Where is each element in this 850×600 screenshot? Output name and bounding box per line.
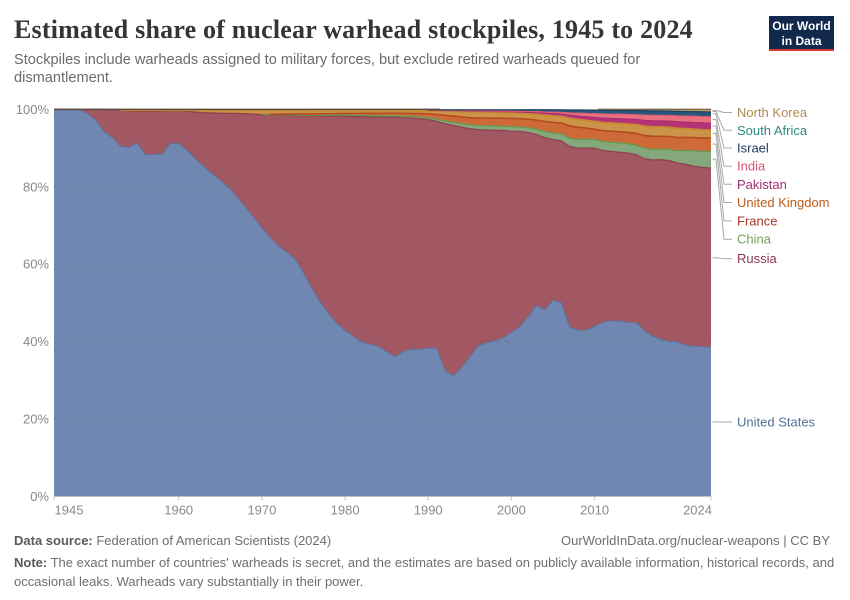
svg-text:France: France xyxy=(737,213,777,228)
svg-text:North Korea: North Korea xyxy=(737,105,808,120)
svg-text:Israel: Israel xyxy=(737,141,769,156)
svg-text:Pakistan: Pakistan xyxy=(737,177,787,192)
svg-text:100%: 100% xyxy=(16,102,50,117)
svg-text:Russia: Russia xyxy=(737,251,778,266)
svg-text:United Kingdom: United Kingdom xyxy=(737,195,830,210)
svg-text:2024: 2024 xyxy=(683,503,712,518)
svg-text:20%: 20% xyxy=(23,412,49,427)
svg-text:60%: 60% xyxy=(23,257,49,272)
svg-text:South Africa: South Africa xyxy=(737,123,808,138)
svg-text:United States: United States xyxy=(737,415,816,430)
svg-text:40%: 40% xyxy=(23,334,49,349)
svg-text:2000: 2000 xyxy=(497,503,526,518)
svg-text:0%: 0% xyxy=(30,489,49,504)
svg-text:1945: 1945 xyxy=(55,503,84,518)
svg-text:1990: 1990 xyxy=(414,503,443,518)
svg-text:1980: 1980 xyxy=(331,503,360,518)
svg-text:80%: 80% xyxy=(23,179,49,194)
svg-text:1960: 1960 xyxy=(164,503,193,518)
svg-text:1970: 1970 xyxy=(247,503,276,518)
svg-text:China: China xyxy=(737,232,772,247)
svg-text:2010: 2010 xyxy=(580,503,609,518)
svg-text:India: India xyxy=(737,159,766,174)
